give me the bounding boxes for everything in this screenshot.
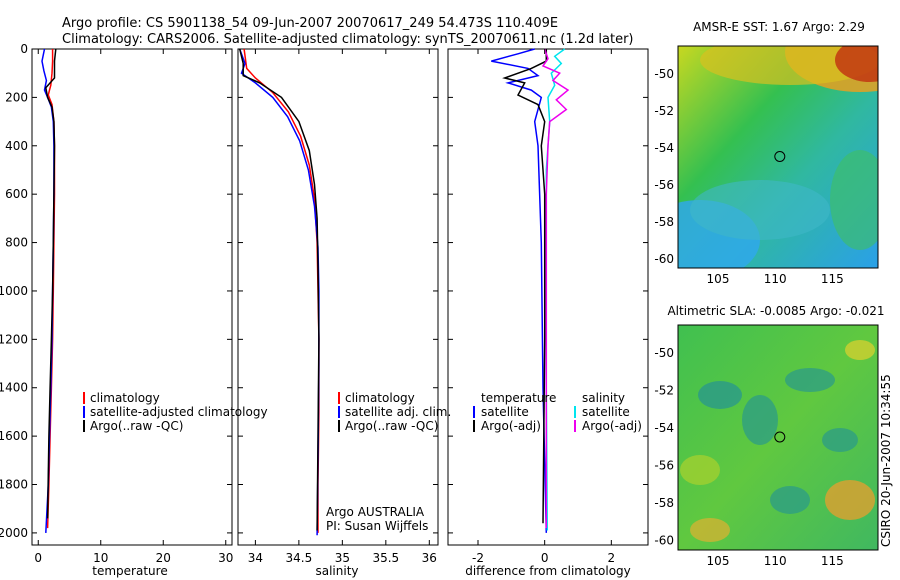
sla-map-frame [677, 324, 879, 551]
series-line-temperature-satellite [491, 48, 548, 533]
x-tick-label: 36 [422, 551, 437, 565]
map-y-tick-label: -58 [654, 496, 674, 510]
map-x-tick-label: 105 [707, 554, 730, 568]
map-x-tick-label: 110 [764, 272, 787, 286]
map-y-tick-label: -54 [654, 421, 674, 435]
x-tick-label: 10 [93, 551, 108, 565]
temperature-legend: climatology satellite-adjusted climatolo… [83, 391, 268, 433]
y-tick-label: 800 [5, 236, 28, 250]
legend-label-sal-argo: Argo(-adj) [582, 419, 642, 433]
x-tick-label: 35 [335, 551, 350, 565]
map-y-tick-label: -56 [654, 459, 674, 473]
series-line-climatology [243, 48, 320, 533]
y-tick-label: 0 [20, 42, 28, 56]
x-tick-label: 2 [608, 551, 616, 565]
sst-map-title: AMSR-E SST: 1.67 Argo: 2.29 [693, 20, 865, 34]
x-tick-label: 34 [248, 551, 263, 565]
legend-label-temp-satellite: satellite [481, 405, 529, 419]
map-y-tick-label: -60 [654, 534, 674, 548]
temperature-plot-frame [31, 48, 233, 546]
y-tick-label: 1000 [0, 284, 28, 298]
legend-label-argo: Argo(..raw -QC) [90, 419, 183, 433]
x-tick-label: 35.5 [372, 551, 399, 565]
csiro-timestamp: CSIRO 20-Jun-2007 10:34:55 [879, 374, 893, 547]
salinity-x-label: salinity [315, 564, 358, 578]
legend-label-climatology: climatology [345, 391, 415, 405]
series-line-argo-raw-qc- [238, 48, 320, 531]
salinity-plot-frame [237, 48, 439, 546]
argo-australia-annotation: Argo AUSTRALIA [326, 505, 425, 519]
temperature-series-group [41, 48, 57, 533]
pi-annotation: PI: Susan Wijffels [326, 519, 428, 533]
series-line-argo-raw-qc- [44, 48, 57, 519]
sst-map-frame [677, 45, 879, 269]
legend-label-temp-argo: Argo(-adj) [481, 419, 541, 433]
y-tick-label: 1600 [0, 429, 28, 443]
legend-label-climatology: climatology [90, 391, 160, 405]
y-tick-label: 1400 [0, 381, 28, 395]
axis-ticks-group: 0 10 20 30020040060080010001200140016001800… [0, 42, 844, 568]
difference-legend: temperature satellite Argo(-adj) salinit… [473, 391, 642, 433]
legend-title-salinity: salinity [582, 391, 625, 405]
figure-title-line1: Argo profile: CS 5901138_54 09-Jun-2007 … [62, 16, 558, 31]
map-y-tick-label: -52 [654, 384, 674, 398]
map-x-tick-label: 105 [707, 272, 730, 286]
sla-map-image [678, 325, 878, 550]
map-x-tick-label: 110 [764, 554, 787, 568]
x-tick-label: 0 [34, 551, 42, 565]
series-line-satellite-adj-clim- [238, 48, 320, 536]
map-y-tick-label: -58 [654, 215, 674, 229]
y-tick-label: 1200 [0, 332, 28, 346]
series-line-temperature-argo-adj- [502, 49, 548, 524]
sst-argo-location-marker [774, 151, 786, 162]
map-y-tick-label: -50 [654, 346, 674, 360]
map-y-tick-label: -60 [654, 252, 674, 266]
x-tick-label: 30 [218, 551, 233, 565]
map-x-tick-label: 115 [821, 272, 844, 286]
legend-label-satellite: satellite adj. clim. [345, 405, 451, 419]
y-tick-label: 1800 [0, 478, 28, 492]
map-y-tick-label: -56 [654, 178, 674, 192]
difference-x-label: difference from climatology [465, 564, 631, 578]
salinity-series-group [238, 48, 320, 536]
difference-plot-frame [447, 48, 649, 546]
x-tick-label: -2 [472, 551, 484, 565]
sst-map-image [678, 46, 878, 268]
salinity-legend: climatology satellite adj. clim. Argo(..… [338, 391, 451, 433]
map-x-tick-label: 115 [821, 554, 844, 568]
map-y-tick-label: -52 [654, 104, 674, 118]
map-y-tick-label: -50 [654, 67, 674, 81]
legend-label-argo: Argo(..raw -QC) [345, 419, 438, 433]
x-tick-label: 20 [156, 551, 171, 565]
legend-label-sal-satellite: satellite [582, 405, 630, 419]
y-tick-label: 200 [5, 90, 28, 104]
temperature-x-label: temperature [92, 564, 167, 578]
legend-label-satellite: satellite-adjusted climatology [90, 405, 268, 419]
series-line-salinity-argo-adj- [541, 48, 570, 529]
y-tick-label: 400 [5, 139, 28, 153]
map-y-tick-label: -54 [654, 141, 674, 155]
sla-argo-location-marker [774, 431, 786, 443]
y-tick-label: 2000 [0, 526, 28, 540]
sla-map-title: Altimetric SLA: -0.0085 Argo: -0.021 [667, 304, 884, 318]
legend-title-temperature: temperature [481, 391, 556, 405]
figure-title-line2: Climatology: CARS2006. Satellite-adjuste… [62, 32, 634, 47]
y-tick-label: 600 [5, 187, 28, 201]
x-tick-label: 34.5 [286, 551, 313, 565]
difference-series-group [491, 48, 570, 533]
x-tick-label: 0 [541, 551, 549, 565]
